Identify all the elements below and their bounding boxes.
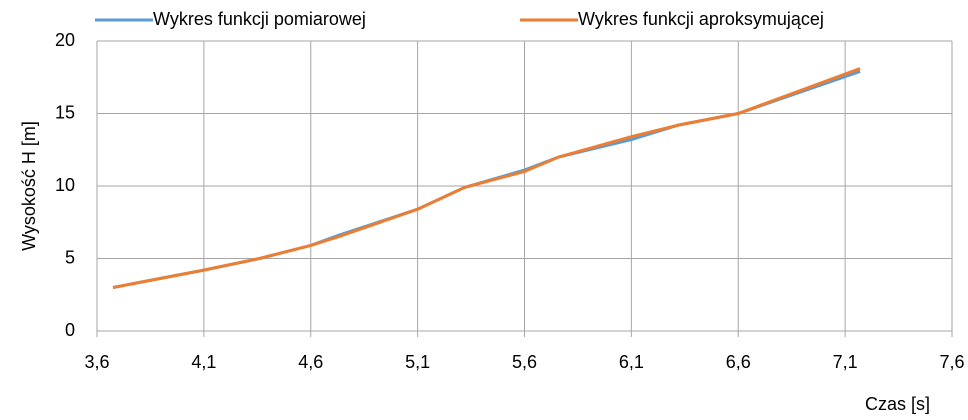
x-tick-label: 5,6 — [512, 352, 537, 372]
x-tick-label: 6,6 — [726, 352, 751, 372]
x-tick-label: 7,6 — [939, 352, 964, 372]
y-tick-label: 10 — [55, 175, 75, 195]
y-tick-label: 0 — [65, 320, 75, 340]
x-tick-label: 4,1 — [191, 352, 216, 372]
x-tick-label: 6,1 — [619, 352, 644, 372]
x-tick-label: 7,1 — [833, 352, 858, 372]
x-axis-title: Czas [s] — [865, 394, 930, 414]
y-tick-label: 15 — [55, 102, 75, 122]
x-tick-label: 5,1 — [405, 352, 430, 372]
line-series — [112, 70, 861, 289]
line-series — [112, 67, 861, 289]
y-tick-label: 5 — [65, 247, 75, 267]
y-tick-label: 20 — [55, 30, 75, 50]
x-tick-label: 3,6 — [84, 352, 109, 372]
legend-label: Wykres funkcji aproksymującej — [578, 9, 824, 29]
legend-label: Wykres funkcji pomiarowej — [153, 9, 366, 29]
y-axis-title: Wysokość H [m] — [19, 121, 39, 251]
x-tick-label: 4,6 — [298, 352, 323, 372]
